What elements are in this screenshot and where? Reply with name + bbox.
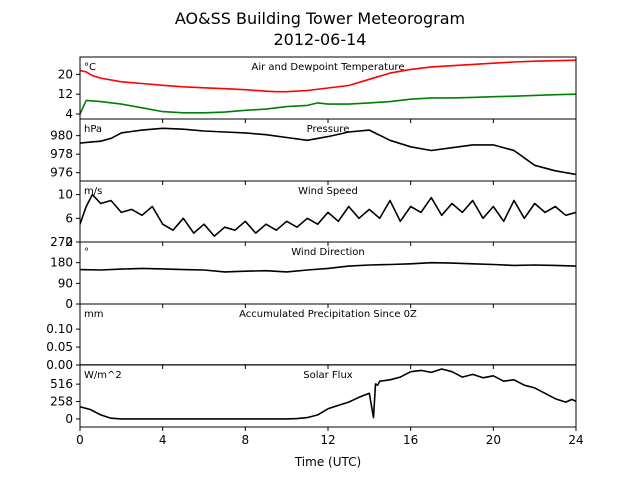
y-tick-label: 0.00 [46,358,73,372]
y-tick-label: 980 [50,129,73,143]
panel-title: Pressure [307,124,350,135]
x-axis: 0 4 8 12 16 20 24 [76,433,583,447]
y-tick-label: 12 [58,87,73,101]
y-tick-label: 258 [50,395,73,409]
figure-title: AO&SS Building Tower Meteorogram [175,9,465,28]
panel-unit: mm [84,309,103,320]
y-tick-label: 0 [65,297,73,311]
panel-6: 0 258 516 W/m^2 Solar Flux [50,364,577,431]
y-tick-label: 180 [50,256,73,270]
series-line-1 [80,127,576,176]
series-line-2 [80,93,576,115]
panel-title: Air and Dewpoint Temperature [252,62,405,73]
panel-unit: m/s [84,186,102,197]
y-tick-label: 4 [65,107,73,121]
x-tick-label: 0 [76,433,84,447]
x-tick-label: 24 [568,433,583,447]
y-tick-label: 0 [65,412,73,426]
y-tick-label: 976 [50,166,73,180]
x-tick-label: 12 [320,433,335,447]
y-tick-label: 2 [65,235,73,249]
panel-3: 2 6 10 m/s Wind Speed [58,180,577,249]
x-tick-label: 20 [486,433,501,447]
y-tick-label: 0.10 [46,322,73,336]
panel-unit: hPa [84,124,102,135]
panel-1: 4 12 20 °C Air and Dewpoint Temperature [58,56,577,123]
panel-unit: W/m^2 [84,370,122,381]
y-tick-label: 978 [50,147,73,161]
panel-5: 0.00 0.05 0.10 mm Accumulated Precipitation … [46,303,577,372]
series-line-1 [80,368,576,420]
panel-title: Solar Flux [303,370,353,381]
x-axis-label: Time (UTC) [294,455,361,469]
y-tick-label: 516 [50,377,73,391]
series-line-1 [80,261,576,273]
y-tick-label: 6 [65,211,73,225]
series-line-1 [80,193,576,237]
y-tick-label: 270 [50,235,73,249]
panel-unit: °C [84,62,96,73]
y-tick-label: 0.05 [46,340,73,354]
series-line-1 [80,59,576,93]
x-tick-label: 8 [242,433,250,447]
x-tick-label: 4 [159,433,167,447]
panel-unit: ° [84,247,89,258]
panel-title: Wind Direction [291,247,365,258]
panel-2: 976 978 980 hPa Pressure [50,118,577,185]
y-tick-label: 10 [58,188,73,202]
x-tick-label: 16 [403,433,418,447]
panel-title: Accumulated Precipitation Since 0Z [239,309,417,320]
y-tick-label: 20 [58,67,73,81]
y-tick-label: 90 [58,276,73,290]
panel-4: 0 90 180 270 ° Wind Direction [50,235,577,311]
figure-subtitle: 2012-06-14 [274,30,367,49]
panel-title: Wind Speed [298,186,358,197]
